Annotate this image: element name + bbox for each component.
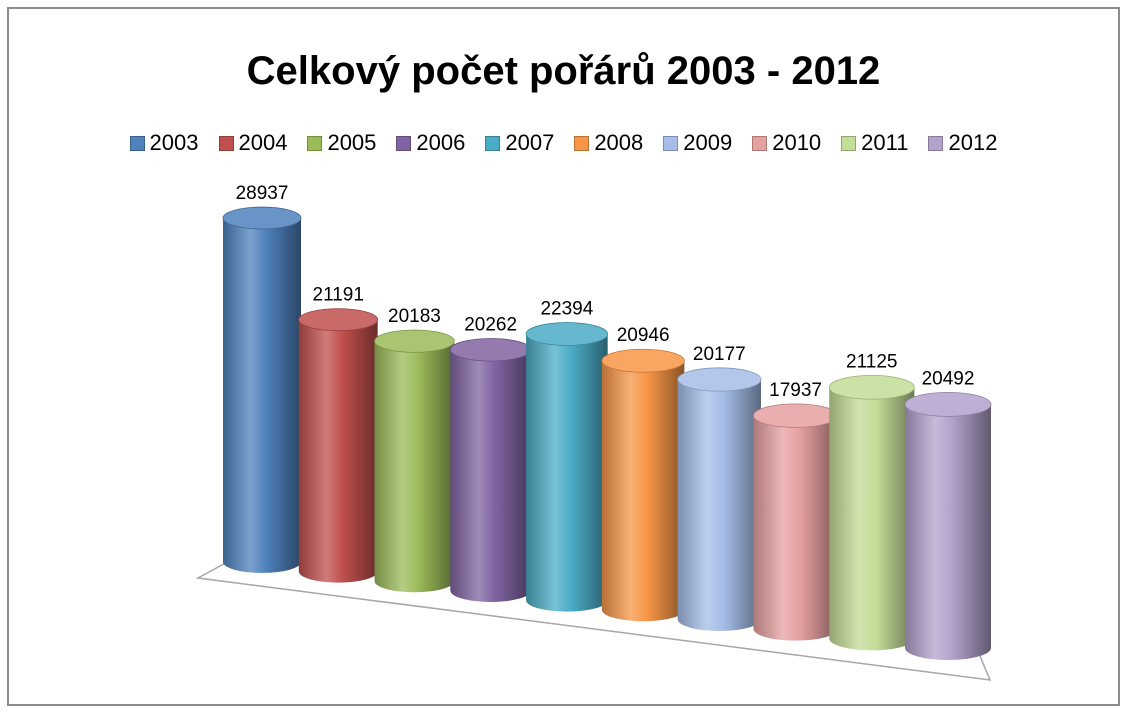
bar-2006: [449, 338, 532, 602]
legend-item-2009: 2009: [663, 130, 732, 156]
bar-2008: [601, 348, 685, 622]
bar-2009: [677, 367, 762, 631]
legend-item-2004: 2004: [218, 130, 288, 156]
legend-item-2012: 2012: [928, 130, 997, 156]
bar-top-2011: [828, 374, 915, 400]
bar-body-2005: [374, 341, 455, 593]
legend-swatch-2011: [841, 135, 857, 151]
bar-body-2006: [450, 349, 531, 602]
data-label-2008: 20946: [617, 325, 670, 346]
legend-item-2005: 2005: [307, 130, 376, 156]
legend-item-2007: 2007: [485, 130, 554, 156]
legend-label-2003: 2003: [149, 130, 199, 155]
legend-label-2008: 2008: [594, 130, 644, 155]
data-label-2005: 20183: [388, 306, 441, 327]
data-label-2004: 21191: [313, 285, 364, 306]
bar-2007: [525, 322, 609, 612]
legend-label-2009: 2009: [683, 130, 733, 155]
legend-swatch-2010: [752, 135, 768, 151]
bar-body-2009: [677, 379, 761, 631]
bar-top-2012: [904, 391, 992, 417]
legend-item-2011: 2011: [841, 130, 908, 156]
bar-2011: [828, 374, 915, 651]
legend-item-2008: 2008: [574, 130, 643, 156]
legend-swatch-2007: [485, 135, 501, 151]
legend-label-2004: 2004: [238, 130, 288, 155]
chart-title: Celkový počet pořárů 2003 - 2012: [246, 49, 881, 93]
legend-swatch-2008: [574, 135, 590, 151]
legend-swatch-2009: [663, 135, 679, 151]
bar-top-2009: [677, 367, 762, 392]
legend-label-2011: 2011: [861, 130, 909, 155]
bar-2004: [298, 308, 379, 583]
bar-2005: [374, 329, 455, 593]
legend-swatch-2005: [307, 135, 323, 151]
bar-top-2007: [525, 322, 609, 346]
data-label-2011: 21125: [846, 351, 897, 372]
legend-label-2007: 2007: [505, 130, 555, 155]
bar-body-2008: [601, 360, 685, 622]
bar-2010: [753, 403, 839, 641]
bar-2003: [222, 206, 302, 573]
legend-swatch-2006: [396, 135, 412, 151]
bar-top-2003: [222, 206, 302, 230]
legend-swatch-2003: [129, 135, 145, 151]
bar-top-2006: [449, 338, 532, 362]
bar-body-2003: [223, 218, 301, 573]
legend-swatch-2004: [218, 135, 234, 151]
data-label-2012: 20492: [922, 368, 975, 389]
bar-body-2004: [298, 319, 378, 583]
legend-item-2006: 2006: [396, 130, 465, 156]
bar-body-2012: [905, 404, 991, 661]
data-label-2009: 20177: [693, 344, 746, 365]
legend-item-2010: 2010: [752, 130, 821, 156]
legend-label-2006: 2006: [416, 130, 466, 155]
bar-top-2005: [374, 329, 455, 353]
bar-body-2011: [829, 387, 915, 651]
legend-label-2005: 2005: [327, 130, 377, 155]
data-label-2006: 20262: [464, 315, 517, 336]
bar-top-2004: [298, 308, 379, 332]
bars: 28937 21191 20183 20262 22394 20946 20177 17937…: [222, 183, 992, 661]
data-label-2010: 17937: [769, 380, 822, 401]
legend: 2003 2004 2005 2006 2007 2008 2009 2010 2011 2012: [9, 130, 1118, 156]
legend-item-2003: 2003: [129, 130, 199, 156]
legend-swatch-2012: [928, 135, 944, 151]
data-label-2007: 22394: [540, 299, 593, 320]
bar-2012: [904, 391, 992, 661]
bar-body-2010: [753, 415, 838, 641]
bar-top-2008: [601, 348, 685, 373]
bar-body-2007: [526, 334, 608, 612]
data-label-2003: 28937: [236, 183, 289, 204]
legend-label-2010: 2010: [772, 130, 822, 155]
legend-label-2012: 2012: [948, 130, 998, 155]
bar-top-2010: [753, 403, 839, 428]
